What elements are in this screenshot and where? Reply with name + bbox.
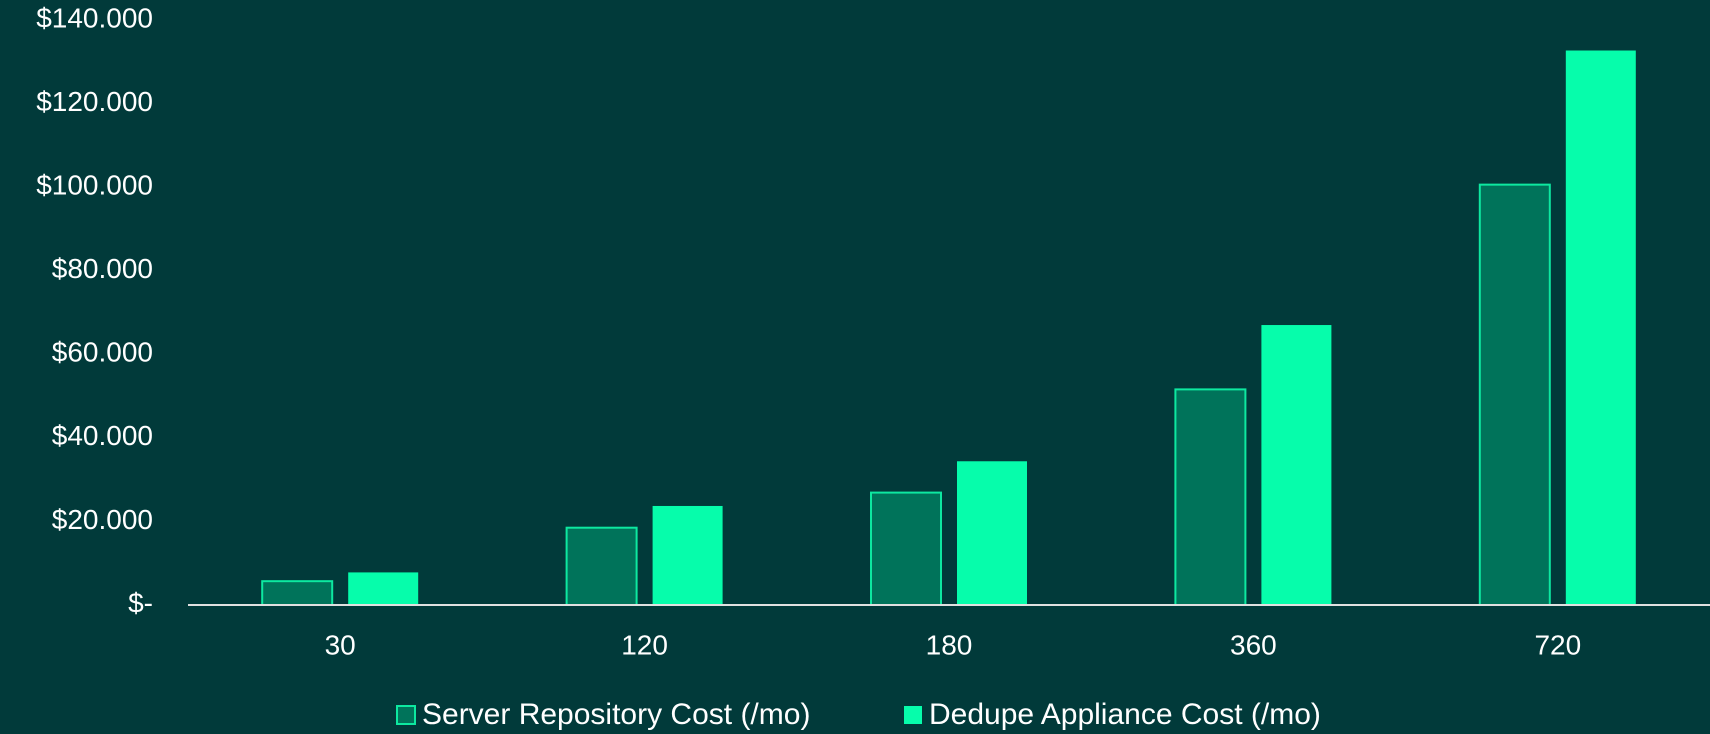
y-tick-label: $100.000 <box>36 170 153 201</box>
y-tick-label: $140.000 <box>36 2 153 33</box>
x-tick-label: 720 <box>1534 629 1581 660</box>
y-tick-label: $120.000 <box>36 86 153 117</box>
x-tick-label: 120 <box>621 629 668 660</box>
bar <box>261 580 334 606</box>
y-tick-label: $20.000 <box>52 504 153 535</box>
bar <box>1565 50 1636 606</box>
y-tick-label: $80.000 <box>52 253 153 284</box>
y-tick-label: $60.000 <box>52 337 153 368</box>
bar <box>1478 183 1551 606</box>
legend-label: Server Repository Cost (/mo) <box>422 698 810 731</box>
bar <box>348 572 419 605</box>
legend-swatch <box>904 706 922 724</box>
x-tick-label: 360 <box>1230 629 1277 660</box>
bar <box>652 505 723 605</box>
y-tick-label: $- <box>128 587 153 618</box>
bar <box>870 491 942 607</box>
bar <box>1261 325 1332 605</box>
bar <box>565 526 638 606</box>
legend-swatch <box>396 705 416 725</box>
x-tick-label: 30 <box>325 629 356 660</box>
x-tick-label: 180 <box>926 629 973 660</box>
legend-label: Dedupe Appliance Cost (/mo) <box>929 698 1321 731</box>
bar <box>957 461 1027 605</box>
bar <box>1174 388 1247 606</box>
y-tick-label: $40.000 <box>52 420 153 451</box>
